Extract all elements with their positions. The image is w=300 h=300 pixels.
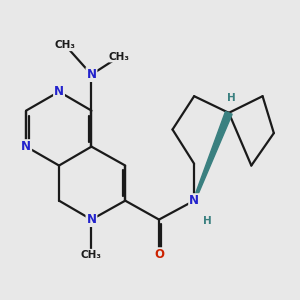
Text: N: N <box>21 140 31 153</box>
Text: H: H <box>203 216 212 226</box>
Text: CH₃: CH₃ <box>109 52 130 61</box>
Text: N: N <box>54 85 64 98</box>
Text: O: O <box>154 248 164 261</box>
Text: N: N <box>86 68 97 81</box>
Text: CH₃: CH₃ <box>55 40 76 50</box>
Text: H: H <box>227 93 236 103</box>
Text: N: N <box>86 213 97 226</box>
Text: N: N <box>189 194 199 207</box>
Text: CH₃: CH₃ <box>81 250 102 260</box>
Polygon shape <box>193 112 232 201</box>
